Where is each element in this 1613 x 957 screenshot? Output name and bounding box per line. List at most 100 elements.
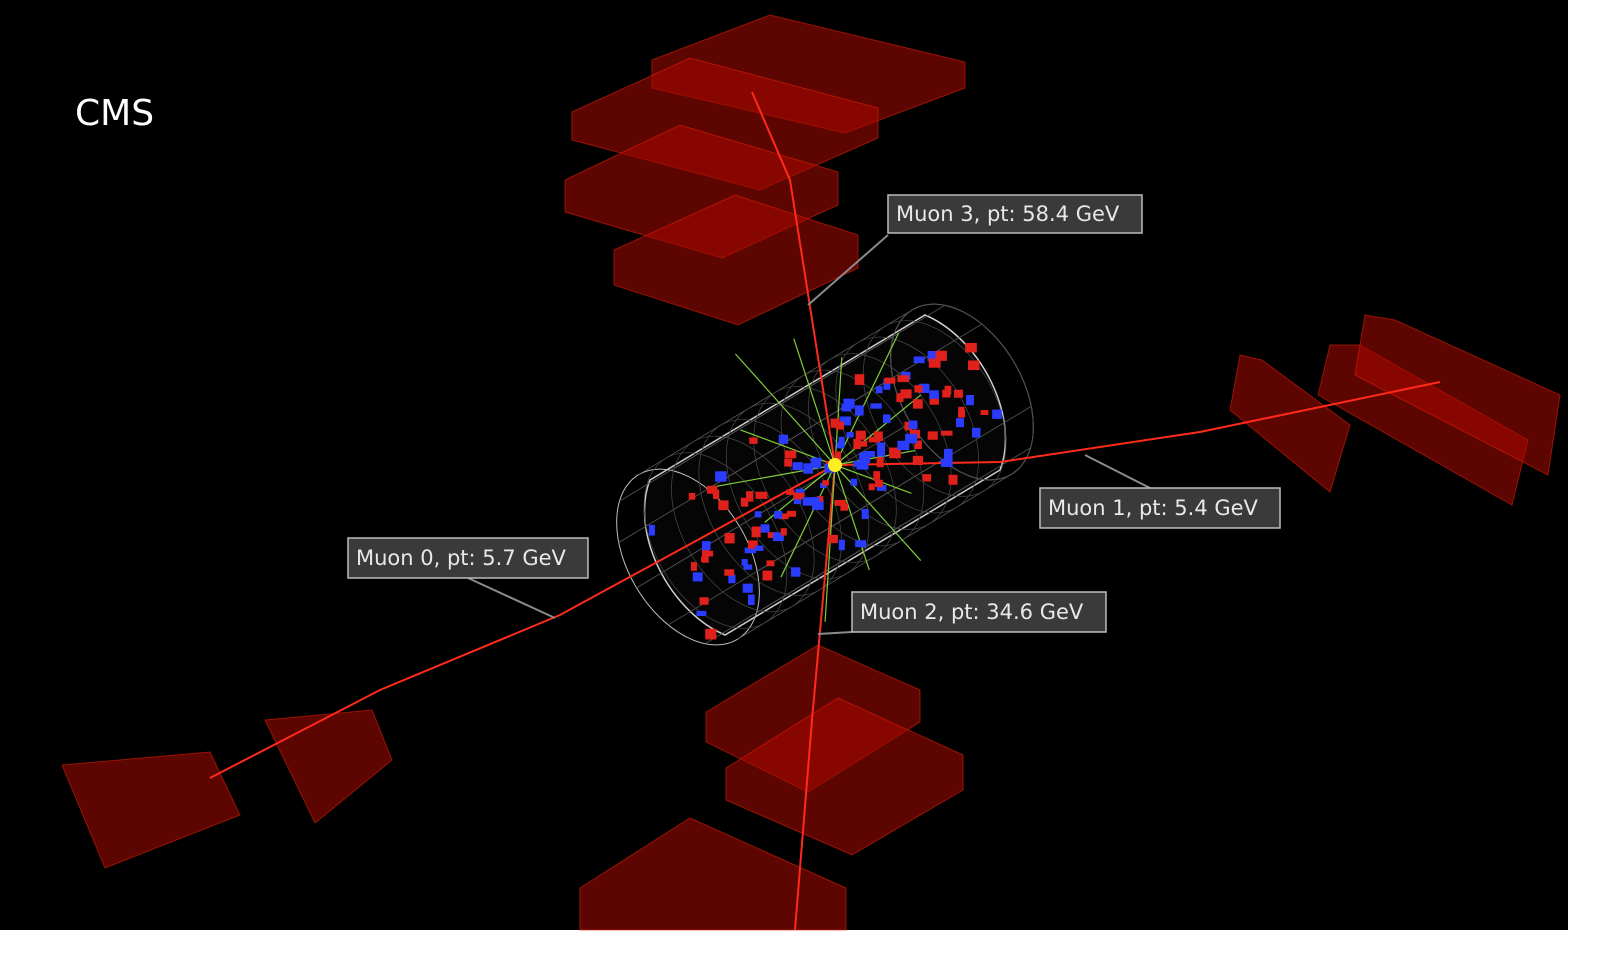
hit	[914, 440, 922, 450]
track	[834, 464, 912, 494]
hit	[918, 383, 930, 393]
label-box: Muon 1, pt: 5.4 GeV	[1039, 487, 1281, 529]
hit	[929, 396, 939, 405]
hit	[875, 479, 883, 488]
hit	[767, 532, 778, 539]
hit	[810, 457, 822, 469]
hit	[843, 398, 855, 409]
title: CMS	[75, 93, 154, 134]
hit	[785, 489, 795, 495]
track	[824, 464, 836, 622]
track	[793, 338, 836, 466]
hit	[780, 528, 787, 536]
wire-ring	[725, 402, 870, 580]
chamber	[61, 751, 241, 869]
hit	[927, 351, 938, 362]
hit	[699, 597, 709, 605]
hit	[690, 562, 697, 571]
hit	[855, 430, 866, 440]
hit	[705, 628, 717, 640]
hit	[954, 389, 963, 398]
hit	[846, 432, 854, 438]
hit	[834, 451, 842, 463]
hit	[715, 471, 727, 482]
track	[734, 353, 836, 466]
hit	[908, 420, 918, 429]
hit	[873, 431, 883, 442]
hit	[741, 559, 748, 566]
hit	[913, 356, 925, 364]
muon-track	[751, 91, 836, 466]
hit	[904, 421, 913, 431]
hit	[980, 409, 989, 415]
label-box: Muon 0, pt: 5.7 GeV	[347, 537, 589, 579]
track	[714, 464, 836, 488]
hit	[740, 497, 749, 507]
hit	[810, 496, 820, 506]
hit	[861, 508, 869, 520]
hit	[941, 430, 953, 436]
hit	[873, 471, 881, 481]
hit	[876, 485, 887, 491]
hit	[778, 434, 789, 444]
hit	[882, 414, 891, 424]
hit	[728, 574, 736, 584]
leader-lines	[467, 234, 1151, 635]
hit	[778, 513, 789, 520]
hit	[875, 386, 883, 394]
hit	[762, 570, 773, 581]
muon-label: Muon 3, pt: 58.4 GeV	[896, 202, 1120, 226]
hit	[696, 610, 707, 617]
hit	[748, 594, 755, 605]
hit	[958, 409, 966, 418]
hit	[922, 474, 932, 482]
hit	[828, 534, 838, 544]
hit	[897, 440, 910, 451]
hit	[702, 550, 714, 557]
hit	[755, 545, 764, 552]
hit	[791, 567, 801, 577]
hit	[840, 503, 849, 511]
hit	[835, 421, 844, 430]
hit	[724, 533, 735, 544]
leader-line	[1084, 454, 1151, 489]
hit	[905, 433, 917, 444]
hit	[743, 564, 753, 570]
track	[834, 464, 870, 571]
muon-label: Muon 1, pt: 5.4 GeV	[1048, 496, 1259, 520]
hit	[914, 385, 923, 393]
hit	[927, 431, 938, 440]
hit	[766, 560, 775, 567]
hit	[792, 462, 803, 471]
hit	[855, 440, 868, 447]
hit	[854, 374, 865, 385]
hit	[889, 447, 901, 459]
hit	[972, 427, 981, 438]
hit	[942, 389, 951, 398]
chamber	[1354, 314, 1561, 476]
hit	[896, 393, 904, 403]
hit	[724, 569, 735, 576]
hit	[940, 458, 953, 467]
hit	[943, 448, 953, 459]
hit	[868, 483, 875, 491]
hit	[803, 463, 813, 474]
hit	[786, 510, 797, 517]
track	[834, 394, 922, 466]
hit	[913, 399, 923, 409]
hit	[795, 488, 805, 494]
hit	[935, 350, 947, 361]
hit	[948, 474, 958, 485]
chamber	[1317, 344, 1529, 506]
hit	[859, 452, 871, 464]
label-box: Muon 3, pt: 58.4 GeV	[887, 194, 1143, 234]
track	[834, 449, 916, 466]
leader-line	[467, 577, 556, 619]
leader-line	[817, 631, 853, 635]
chamber	[725, 697, 964, 856]
hit	[966, 395, 974, 406]
hit	[854, 405, 864, 416]
hit	[928, 358, 941, 368]
label-box: Muon 2, pt: 34.6 GeV	[851, 591, 1107, 633]
